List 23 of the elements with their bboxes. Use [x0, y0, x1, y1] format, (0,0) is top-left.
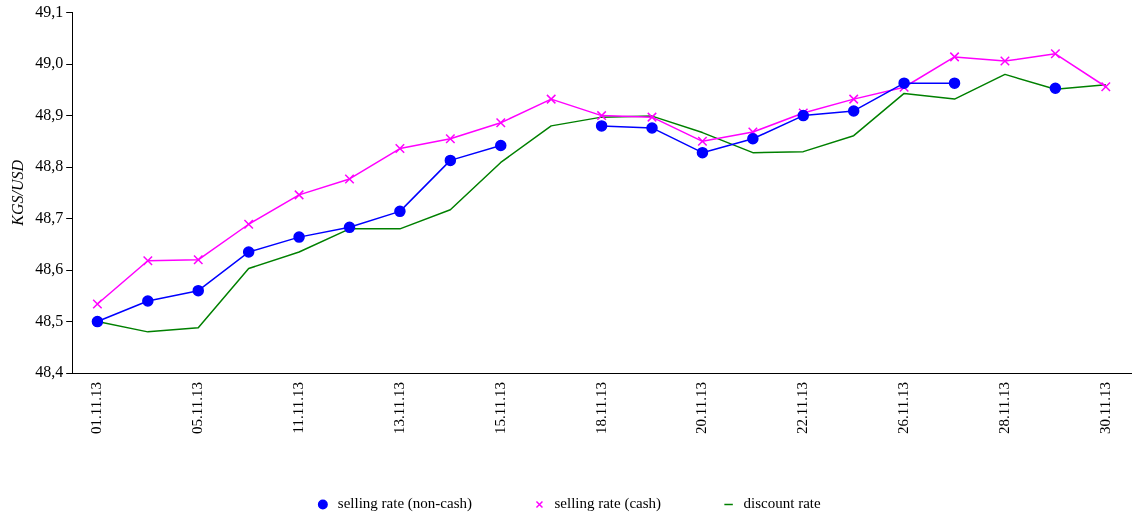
legend-label: discount rate [743, 495, 821, 512]
x-tick-label: 18.11.13 [592, 382, 609, 435]
x-tick-label: 01.11.13 [88, 382, 105, 435]
y-tick-label: 48,4 [35, 363, 64, 381]
x-tick-label: 20.11.13 [693, 382, 710, 435]
legend-label: selling rate (cash) [554, 495, 662, 513]
x-tick-label: 28.11.13 [995, 382, 1012, 435]
legend-label: selling rate (non-cash) [337, 495, 472, 513]
y-tick-label: 49,0 [35, 54, 64, 72]
y-axis-title: KGS/USD [8, 159, 26, 227]
y-tick-label: 48,5 [35, 311, 64, 329]
x-tick-label: 15.11.13 [491, 382, 508, 435]
x-tick-label: 22.11.13 [794, 382, 811, 435]
x-tick-label: 26.11.13 [895, 382, 912, 435]
x-tick-label: 13.11.13 [390, 382, 407, 435]
y-tick-label: 48,9 [35, 105, 64, 123]
y-tick-label: 49,1 [35, 2, 64, 20]
y-tick-label: 48,6 [35, 260, 64, 278]
x-tick-label: 30.11.13 [1096, 382, 1113, 435]
x-tick-label: 11.11.13 [290, 382, 307, 434]
x-tick-label: 05.11.13 [189, 382, 206, 435]
y-tick-label: 48,7 [35, 208, 64, 226]
y-tick-label: 48,8 [35, 157, 64, 175]
